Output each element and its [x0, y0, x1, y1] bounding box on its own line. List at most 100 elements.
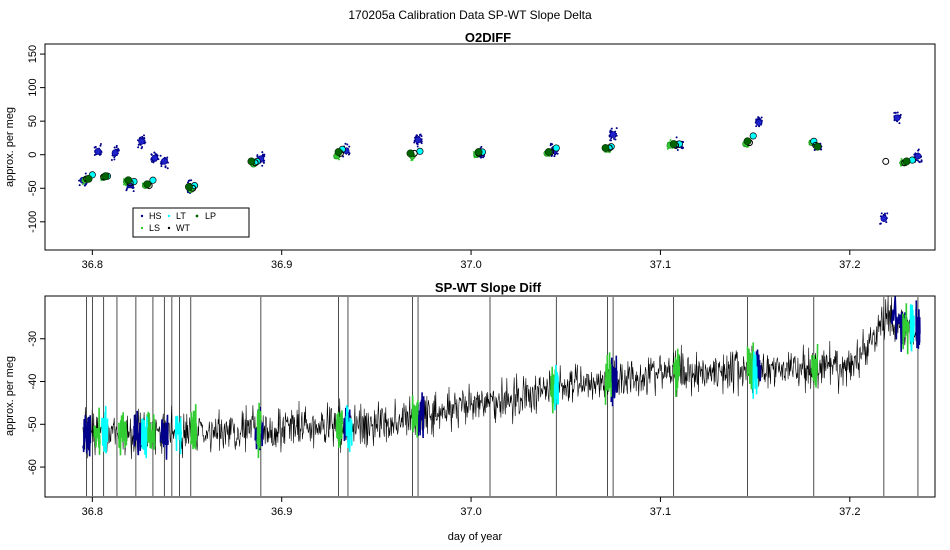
point-hs [348, 145, 351, 148]
segment-hs [417, 392, 425, 439]
legend-wt-label: WT [176, 223, 190, 233]
point-hs [609, 129, 612, 132]
point-lp [143, 180, 152, 189]
point-hs [482, 156, 485, 159]
segment-hs [915, 300, 921, 349]
panel-o2diff-xtick-label: 37.2 [839, 259, 860, 271]
point-hs [920, 160, 923, 163]
panel-o2diff: O2DIFF approx. per meg -100-50050100150 … [4, 30, 936, 271]
point-lp [743, 137, 752, 146]
legend-lp-label: LP [205, 211, 216, 221]
panel-o2diff-ytick-label: 100 [27, 78, 39, 96]
legend-ls-marker [140, 226, 144, 230]
segment-ls [811, 343, 819, 388]
panel-o2diff-ytick-label: 0 [27, 152, 39, 158]
panel-slope-diff-frame [44, 295, 936, 498]
point-hs [880, 212, 883, 215]
point-hs-mean [893, 114, 901, 122]
segment-hs [82, 415, 92, 457]
figure-title: 170205a Calibration Data SP-WT Slope Del… [348, 8, 592, 22]
panel-o2diff-ylabel: approx. per meg [4, 107, 16, 187]
point-hs [117, 148, 120, 151]
point-lp [902, 157, 911, 166]
panel-o2diff-frame [44, 43, 936, 251]
point-hs [186, 181, 189, 184]
segment-ls [93, 407, 101, 455]
point-hs [413, 141, 416, 144]
point-hs [885, 221, 888, 224]
point-hs [263, 153, 266, 156]
point-hs [99, 142, 102, 145]
panel-o2diff-ytick-label: -100 [27, 211, 39, 233]
point-hs [893, 111, 896, 114]
segment-hs [133, 410, 143, 456]
point-hs [190, 179, 193, 182]
panel-o2diff-ytick-label: -50 [27, 180, 39, 196]
point-hs [755, 118, 758, 121]
panel-o2diff-title: O2DIFF [465, 30, 511, 45]
point-hs [98, 153, 101, 156]
segment-ls [256, 402, 262, 459]
legend-box [132, 207, 250, 238]
point-hs [150, 153, 153, 156]
point-hs [342, 155, 345, 158]
point-hs [879, 222, 882, 225]
panel-o2diff-xtick-label: 36.9 [271, 259, 292, 271]
segment-ls [335, 410, 344, 448]
panel-o2diff-xtick-label: 37.0 [460, 259, 481, 271]
point-lt [149, 176, 157, 184]
point-hs [755, 125, 758, 128]
panel-o2diff-x-axis: 36.8 36.9 37.0 37.1 37.2 [82, 250, 860, 271]
point-hs-mean [880, 215, 888, 222]
panel-o2diff-y-axis: -100 -50 0 50 100 150 [27, 45, 45, 233]
point-hs [615, 127, 618, 130]
panel-slope-diff-ytick-label: -40 [27, 374, 39, 390]
legend-hs-label: HS [149, 211, 162, 221]
point-hs [110, 159, 113, 162]
point-lt [810, 137, 818, 145]
segment-lt [101, 405, 109, 454]
point-hs [898, 122, 901, 125]
panel-slope-diff-xtick-label: 37.1 [650, 506, 671, 518]
slope-diff-trace [82, 295, 917, 460]
point-hs-mean [414, 136, 422, 144]
segment-ls [411, 395, 419, 438]
segment-ls [902, 303, 910, 355]
segment-ls [190, 404, 198, 450]
point-hs-mean [914, 152, 922, 160]
point-hs-mean [609, 131, 617, 138]
point-hs [142, 136, 145, 139]
point-hs [164, 166, 167, 169]
segment-ls [146, 411, 156, 450]
point-ls [900, 157, 903, 160]
point-ls [669, 139, 672, 142]
segment-ls [118, 412, 128, 456]
segment-hs [610, 355, 618, 407]
point-hs [550, 155, 553, 158]
point-lp [544, 148, 553, 156]
point-hs [609, 139, 612, 142]
legend-lt-label: LT [176, 211, 186, 221]
segment-ls [672, 348, 681, 397]
segment-ls [604, 352, 612, 405]
point-hs [159, 154, 162, 157]
point-hs [115, 146, 118, 149]
point-lp [601, 144, 610, 152]
panel-o2diff-ytick-label: 150 [27, 45, 39, 63]
point-hs-mean [138, 137, 145, 145]
point-hs [610, 127, 613, 130]
segment-hs [159, 414, 169, 460]
panel-slope-diff-y-axis: -60 -50 -40 -30 [27, 331, 45, 475]
segment-lt [140, 416, 149, 459]
point-lt [749, 132, 757, 140]
panel-o2diff-ytick-label: 50 [27, 115, 39, 127]
panel-o2diff-marks [78, 111, 923, 225]
point-hs [142, 134, 145, 137]
x-axis-label: day of year [448, 531, 503, 543]
point-hs-mean [94, 148, 102, 155]
point-hs [896, 111, 899, 114]
point-hs [760, 116, 763, 119]
point-hs [166, 156, 169, 159]
point-lp [334, 148, 343, 156]
